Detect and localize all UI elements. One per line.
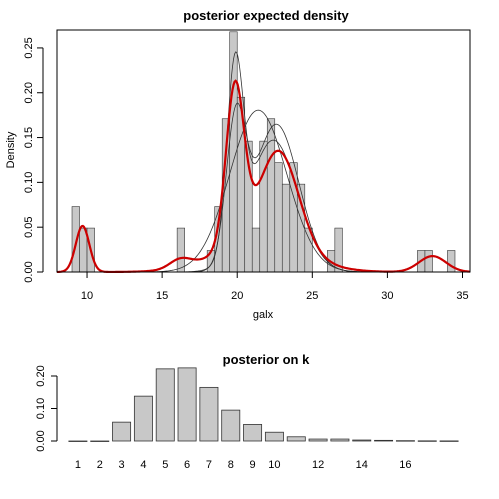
k-bar: [243, 424, 263, 442]
k-bar: [264, 431, 284, 442]
k-x-tick-label: 14: [356, 459, 368, 471]
histogram-bar: [447, 250, 456, 273]
k-bar: [308, 438, 328, 442]
k-bar: [68, 440, 88, 442]
density-y-tick-label: 0.25: [23, 37, 35, 58]
k-x-tick-label: 9: [250, 459, 256, 471]
k-bar: [352, 439, 372, 442]
k-bar: [155, 368, 175, 442]
density-y-tick-label: 0.05: [23, 216, 35, 237]
k-bar: [199, 386, 219, 442]
density-y-tick-label: 0.20: [23, 82, 35, 103]
k-y-tick-label: 0.00: [35, 430, 47, 451]
density-x-tick-label: 10: [81, 290, 93, 302]
histogram-bar: [274, 162, 283, 273]
k-x-tick-label: 1: [75, 459, 81, 471]
histogram-bar: [251, 227, 261, 273]
histogram-bar: [259, 140, 268, 273]
k-chart-title: posterior on k: [223, 352, 310, 367]
density-x-tick-label: 25: [306, 290, 318, 302]
k-y-tick-label: 0.10: [35, 398, 47, 419]
k-bar: [395, 440, 415, 442]
k-x-tick-label: 4: [140, 459, 146, 471]
k-bar: [177, 367, 197, 442]
k-x-tick-label: 5: [162, 459, 168, 471]
histogram-bar: [281, 183, 291, 273]
k-bar: [439, 440, 459, 442]
density-y-tick-label: 0.15: [23, 127, 35, 148]
density-x-tick-label: 35: [456, 290, 468, 302]
density-x-tick-label: 30: [381, 290, 393, 302]
histogram-bar: [266, 118, 276, 273]
k-y-axis: 0.00 0.10 0.20: [35, 365, 58, 452]
histogram-bar: [71, 206, 80, 273]
k-bar: [330, 438, 350, 442]
k-x-tick-label: 7: [206, 459, 212, 471]
k-x-tick-label: 12: [312, 459, 324, 471]
density-plot-box: [56, 29, 471, 273]
k-bar: [90, 440, 110, 442]
k-panel: posterior on k 1 2 3 4 5 6 7 8 9 10 12 14 16 0.000.1…: [35, 352, 459, 471]
k-x-labels: 1 2 3 4 5 6 7 8 9 10 12 14 16: [75, 459, 412, 471]
histogram-bar: [176, 227, 185, 273]
k-bar: [112, 421, 132, 442]
density-y-axis: 0.00 0.05 0.10 0.15 0.20 0.25: [23, 37, 44, 283]
density-y-tick-label: 0.10: [23, 172, 35, 193]
density-y-tick-label: 0.00: [23, 261, 35, 282]
density-x-label: galx: [253, 309, 274, 321]
histogram-bar: [424, 250, 433, 273]
k-x-tick-label: 2: [97, 459, 103, 471]
k-bar: [374, 439, 394, 442]
k-x-tick-label: 6: [184, 459, 190, 471]
histogram-bars: [71, 31, 456, 273]
k-x-tick-label: 10: [268, 459, 280, 471]
k-bar: [286, 436, 306, 442]
k-x-tick-label: 3: [119, 459, 125, 471]
k-bar: [417, 440, 437, 442]
density-chart-title: posterior expected density: [183, 8, 349, 23]
k-x-tick-label: 8: [228, 459, 234, 471]
density-x-tick-label: 15: [156, 290, 168, 302]
density-x-axis: 10 15 20 25 30 35: [81, 272, 469, 302]
k-bars: [68, 367, 459, 442]
density-panel: posterior expected density 10 15 20 25 30 35 …: [5, 8, 471, 321]
density-y-label: Density: [5, 131, 17, 168]
density-x-tick-label: 20: [231, 290, 243, 302]
k-x-tick-label: 16: [399, 459, 411, 471]
k-bar: [221, 409, 241, 442]
k-y-tick-label: 0.20: [35, 365, 47, 386]
k-bar: [133, 395, 153, 442]
